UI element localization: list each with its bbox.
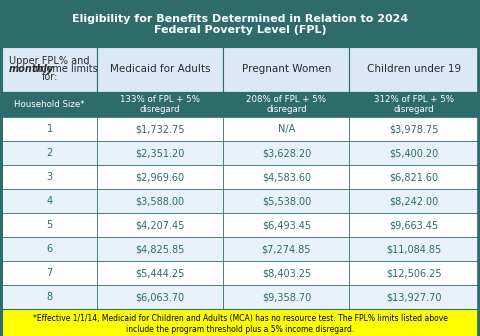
Text: 208% of FPL + 5%
disregard: 208% of FPL + 5% disregard — [246, 95, 326, 114]
Text: $9,358.70: $9,358.70 — [262, 292, 311, 302]
Bar — [223, 141, 349, 165]
Bar — [223, 117, 349, 141]
Text: Medicaid for Adults: Medicaid for Adults — [110, 65, 211, 75]
Text: $5,400.20: $5,400.20 — [389, 148, 438, 158]
Bar — [2, 2, 478, 47]
Bar — [223, 92, 349, 117]
Text: N/A: N/A — [278, 124, 295, 134]
Bar — [223, 261, 349, 285]
Text: $3,978.75: $3,978.75 — [389, 124, 438, 134]
Text: 4: 4 — [47, 196, 53, 206]
Bar — [349, 189, 478, 213]
Text: $2,969.60: $2,969.60 — [136, 172, 185, 182]
Bar — [2, 213, 97, 237]
Bar — [223, 165, 349, 189]
Text: 5: 5 — [47, 220, 53, 230]
Text: $7,274.85: $7,274.85 — [262, 244, 311, 254]
Text: $12,506.25: $12,506.25 — [386, 268, 442, 278]
Bar — [97, 237, 223, 261]
Text: Pregnant Women: Pregnant Women — [242, 65, 331, 75]
Bar — [349, 141, 478, 165]
Text: 8: 8 — [47, 292, 53, 302]
Text: 1: 1 — [47, 124, 53, 134]
Bar — [97, 92, 223, 117]
Bar — [97, 189, 223, 213]
Text: $4,825.85: $4,825.85 — [135, 244, 185, 254]
Bar — [223, 285, 349, 309]
Bar — [97, 261, 223, 285]
Bar — [223, 213, 349, 237]
Text: Upper FPL% and: Upper FPL% and — [9, 56, 90, 66]
Bar — [349, 285, 478, 309]
Bar — [349, 47, 478, 92]
Bar — [97, 165, 223, 189]
Bar — [97, 285, 223, 309]
Text: monthly: monthly — [9, 64, 54, 74]
Bar — [2, 117, 97, 141]
Bar — [2, 92, 97, 117]
Text: $3,588.00: $3,588.00 — [136, 196, 185, 206]
Text: $11,084.85: $11,084.85 — [386, 244, 442, 254]
Text: Household Size*: Household Size* — [14, 100, 85, 109]
Bar — [97, 117, 223, 141]
Bar — [97, 47, 223, 92]
Bar — [2, 189, 97, 213]
Bar — [2, 309, 478, 336]
Bar — [349, 237, 478, 261]
Bar — [223, 47, 349, 92]
Text: 3: 3 — [47, 172, 53, 182]
Bar — [2, 47, 97, 92]
Text: Eligibility for Benefits Determined in Relation to 2024
Federal Poverty Level (F: Eligibility for Benefits Determined in R… — [72, 14, 408, 35]
Text: income limits: income limits — [29, 64, 98, 74]
Text: $4,583.60: $4,583.60 — [262, 172, 311, 182]
Text: 7: 7 — [47, 268, 53, 278]
Text: $1,732.75: $1,732.75 — [135, 124, 185, 134]
Bar — [97, 141, 223, 165]
Bar — [2, 261, 97, 285]
Text: *Effective 1/1/14, Medicaid for Children and Adults (MCA) has no resource test. : *Effective 1/1/14, Medicaid for Children… — [33, 314, 447, 334]
Bar — [349, 165, 478, 189]
Bar — [349, 92, 478, 117]
Text: for:: for: — [41, 72, 58, 82]
Text: $6,821.60: $6,821.60 — [389, 172, 438, 182]
Bar — [223, 237, 349, 261]
Text: 312% of FPL + 5%
disregard: 312% of FPL + 5% disregard — [374, 95, 454, 114]
Text: $8,242.00: $8,242.00 — [389, 196, 438, 206]
Bar — [349, 261, 478, 285]
Text: $13,927.70: $13,927.70 — [386, 292, 442, 302]
Text: $6,493.45: $6,493.45 — [262, 220, 311, 230]
Bar — [2, 237, 97, 261]
Text: $2,351.20: $2,351.20 — [135, 148, 185, 158]
Text: $9,663.45: $9,663.45 — [389, 220, 438, 230]
Text: $3,628.20: $3,628.20 — [262, 148, 311, 158]
Bar — [2, 141, 97, 165]
Text: 2: 2 — [47, 148, 53, 158]
Text: $8,403.25: $8,403.25 — [262, 268, 311, 278]
Text: $5,444.25: $5,444.25 — [135, 268, 185, 278]
Text: 6: 6 — [47, 244, 53, 254]
Bar — [349, 213, 478, 237]
Text: 133% of FPL + 5%
disregard: 133% of FPL + 5% disregard — [120, 95, 200, 114]
Bar — [223, 189, 349, 213]
Bar — [2, 285, 97, 309]
Bar — [97, 213, 223, 237]
Bar — [349, 117, 478, 141]
Text: $5,538.00: $5,538.00 — [262, 196, 311, 206]
Text: Children under 19: Children under 19 — [367, 65, 461, 75]
Bar — [2, 165, 97, 189]
Text: $6,063.70: $6,063.70 — [136, 292, 185, 302]
Text: $4,207.45: $4,207.45 — [135, 220, 185, 230]
